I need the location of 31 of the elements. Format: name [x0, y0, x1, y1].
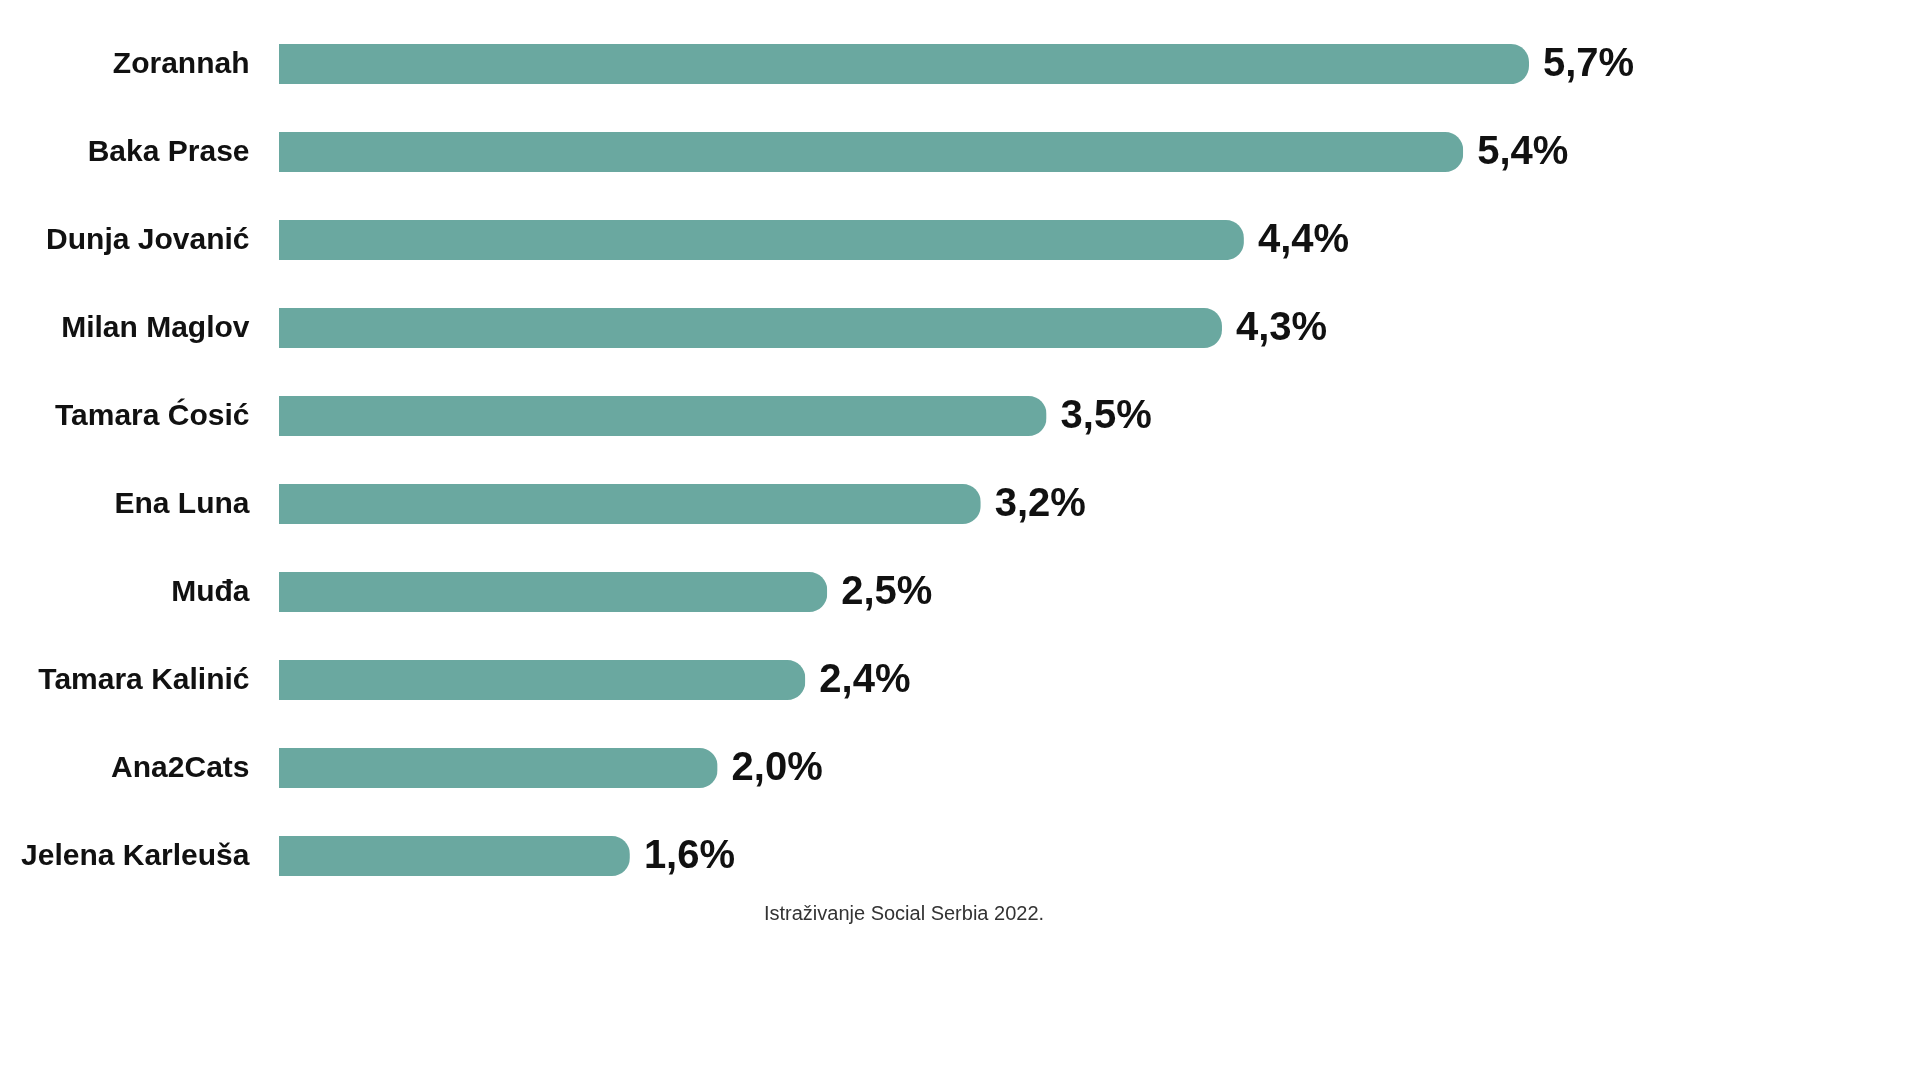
- bar: [279, 660, 806, 700]
- data-label: 2,0%: [731, 744, 823, 788]
- y-tick-label: Dunja Jovanić: [46, 222, 250, 255]
- bar: [279, 572, 828, 612]
- data-label: 2,4%: [819, 656, 911, 700]
- y-tick-label: Milan Maglov: [61, 310, 250, 343]
- y-tick-label: Muđa: [171, 574, 250, 607]
- bar: [279, 396, 1047, 436]
- y-tick-label: Tamara Kalinić: [38, 662, 250, 695]
- data-label: 1,6%: [643, 832, 736, 876]
- y-tick-label: Baka Prase: [87, 134, 250, 167]
- data-label: 5,7%: [1543, 40, 1635, 84]
- bar: [279, 484, 981, 524]
- data-label: 4,4%: [1257, 216, 1350, 260]
- bar: [279, 308, 1222, 348]
- data-label: 4,3%: [1235, 304, 1328, 348]
- bar: [279, 220, 1244, 260]
- text: Istraživanje Social Serbia 2022.: [763, 902, 1045, 924]
- data-label: 5,4%: [1477, 128, 1569, 172]
- bar: [279, 132, 1464, 172]
- y-tick-label: Tamara Ćosić: [54, 398, 250, 431]
- y-tick-label: Ena Luna: [114, 486, 250, 519]
- bar: [279, 748, 718, 788]
- bar: [279, 836, 630, 876]
- data-label: 3,5%: [1060, 392, 1152, 436]
- bar: [279, 44, 1529, 84]
- data-label: 2,5%: [841, 568, 933, 612]
- y-tick-label: Jelena Karleuša: [21, 838, 250, 871]
- y-tick-label: Zorannah: [112, 46, 250, 79]
- y-tick-label: Ana2Cats: [111, 750, 250, 783]
- data-label: 3,2%: [994, 480, 1086, 524]
